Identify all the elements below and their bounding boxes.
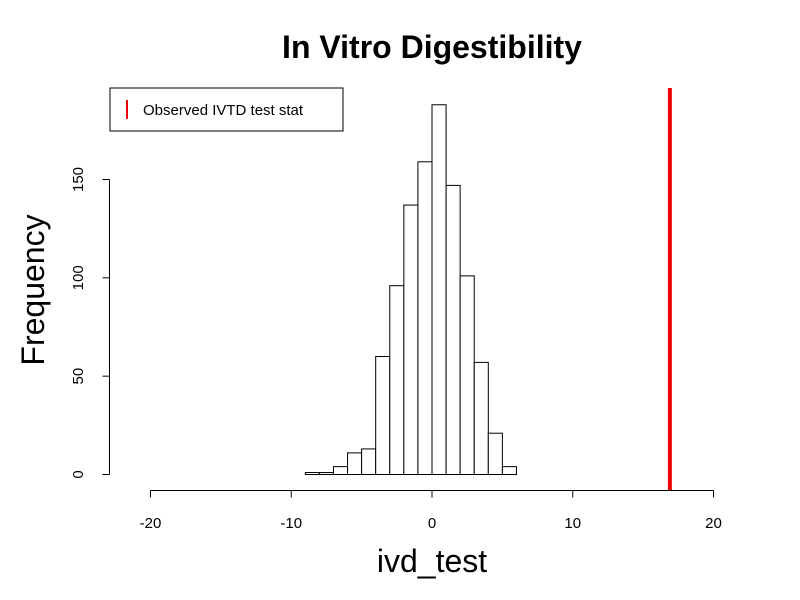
y-axis: 0 50 100 150 (70, 167, 110, 479)
histogram-bar (431, 104, 447, 476)
x-tick-label: 0 (428, 515, 436, 532)
legend-box (109, 87, 344, 132)
histogram-bar (417, 161, 433, 476)
histogram-bar (445, 184, 461, 475)
histogram-bar (487, 432, 503, 476)
x-tick-label: -20 (140, 515, 162, 532)
chart-title: In Vitro Digestibility (282, 29, 582, 65)
histogram-bar (403, 204, 419, 475)
y-tick-label: 100 (70, 265, 87, 290)
x-tick-label: 20 (705, 515, 722, 532)
histogram-bar (389, 285, 405, 476)
x-axis-label: ivd_test (377, 543, 487, 579)
histogram-bars (304, 104, 517, 476)
histogram-bar (473, 361, 489, 475)
histogram-bar (375, 356, 391, 475)
histogram-bar (347, 452, 363, 476)
histogram-bar (318, 472, 334, 475)
histogram-bar (332, 466, 349, 475)
legend-entry-observed: Observed IVTD test stat (143, 102, 304, 119)
legend: Observed IVTD test stat (109, 87, 344, 132)
y-tick-label: 0 (70, 470, 87, 478)
x-tick-label: -10 (280, 515, 302, 532)
x-axis: -20 -10 0 10 20 (140, 490, 722, 532)
histogram-bar (459, 275, 475, 475)
y-tick-label: 150 (70, 167, 87, 192)
histogram-bar (304, 472, 320, 475)
x-tick-label: 10 (564, 515, 581, 532)
histogram-bar (361, 448, 377, 475)
histogram-bar (501, 466, 517, 475)
y-tick-label: 50 (70, 368, 87, 385)
y-axis-label: Frequency (15, 214, 51, 365)
